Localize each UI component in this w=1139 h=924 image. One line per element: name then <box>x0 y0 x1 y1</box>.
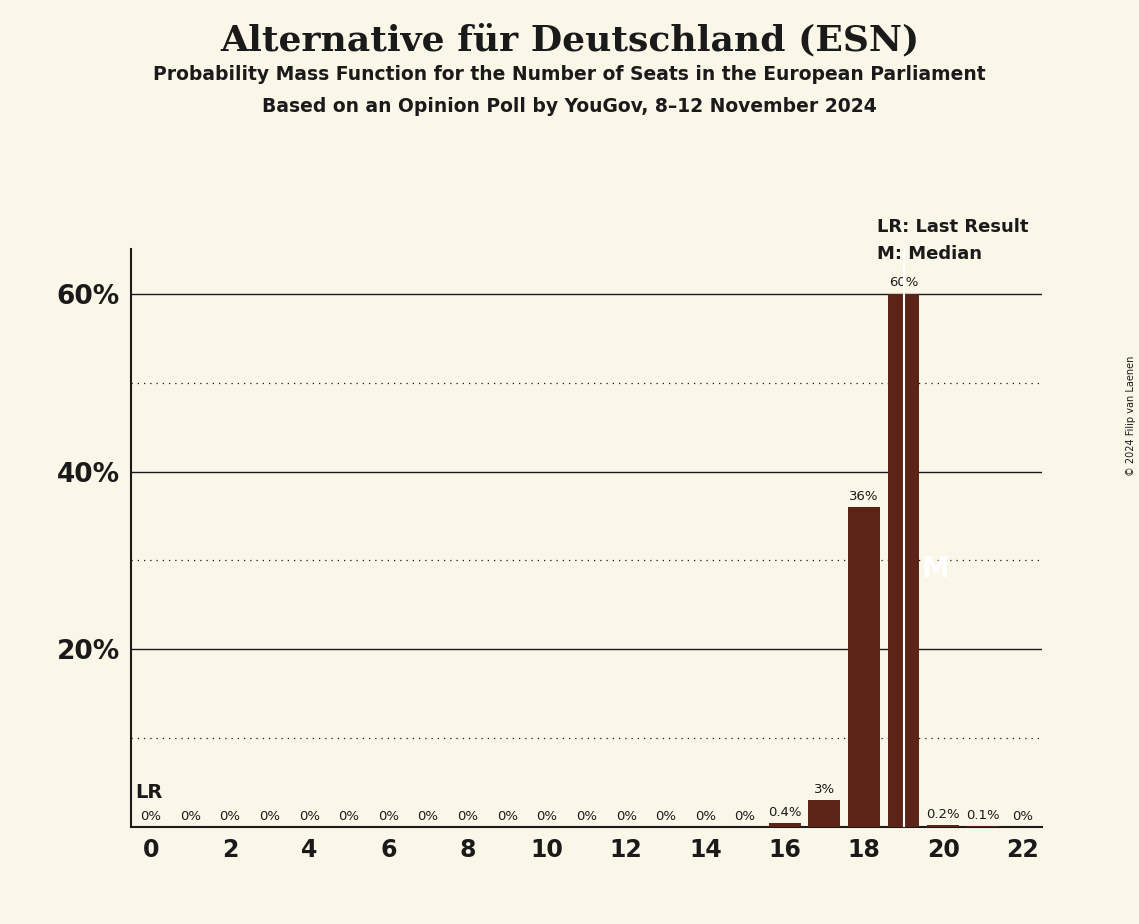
Text: 0%: 0% <box>655 810 677 823</box>
Text: 0%: 0% <box>140 810 162 823</box>
Text: M: M <box>921 555 949 583</box>
Text: 0%: 0% <box>536 810 557 823</box>
Bar <box>769 823 801 827</box>
Text: 0%: 0% <box>418 810 439 823</box>
Text: 0%: 0% <box>378 810 399 823</box>
Text: LR: LR <box>136 784 163 802</box>
Text: 0%: 0% <box>616 810 637 823</box>
Bar <box>809 800 841 827</box>
Text: 0%: 0% <box>695 810 716 823</box>
Text: Probability Mass Function for the Number of Seats in the European Parliament: Probability Mass Function for the Number… <box>153 65 986 84</box>
Text: 0%: 0% <box>338 810 360 823</box>
Bar <box>927 825 959 827</box>
Text: 0%: 0% <box>576 810 597 823</box>
Bar <box>887 294 919 827</box>
Text: © 2024 Filip van Laenen: © 2024 Filip van Laenen <box>1126 356 1136 476</box>
Text: 0%: 0% <box>220 810 240 823</box>
Text: 0.4%: 0.4% <box>768 806 802 819</box>
Text: 0.2%: 0.2% <box>926 808 960 821</box>
Text: 0%: 0% <box>735 810 755 823</box>
Text: 0%: 0% <box>497 810 518 823</box>
Text: 0%: 0% <box>457 810 478 823</box>
Text: 3%: 3% <box>813 783 835 796</box>
Text: 0%: 0% <box>298 810 320 823</box>
Text: 0%: 0% <box>1011 810 1033 823</box>
Text: M: Median: M: Median <box>877 246 982 263</box>
Text: Based on an Opinion Poll by YouGov, 8–12 November 2024: Based on an Opinion Poll by YouGov, 8–12… <box>262 97 877 116</box>
Text: 0.1%: 0.1% <box>966 808 1000 821</box>
Text: 36%: 36% <box>850 490 878 503</box>
Text: LR: Last Result: LR: Last Result <box>877 218 1029 236</box>
Text: 60%: 60% <box>888 276 918 289</box>
Bar <box>849 507 879 827</box>
Text: 0%: 0% <box>260 810 280 823</box>
Text: Alternative für Deutschland (ESN): Alternative für Deutschland (ESN) <box>220 23 919 57</box>
Text: 0%: 0% <box>180 810 200 823</box>
